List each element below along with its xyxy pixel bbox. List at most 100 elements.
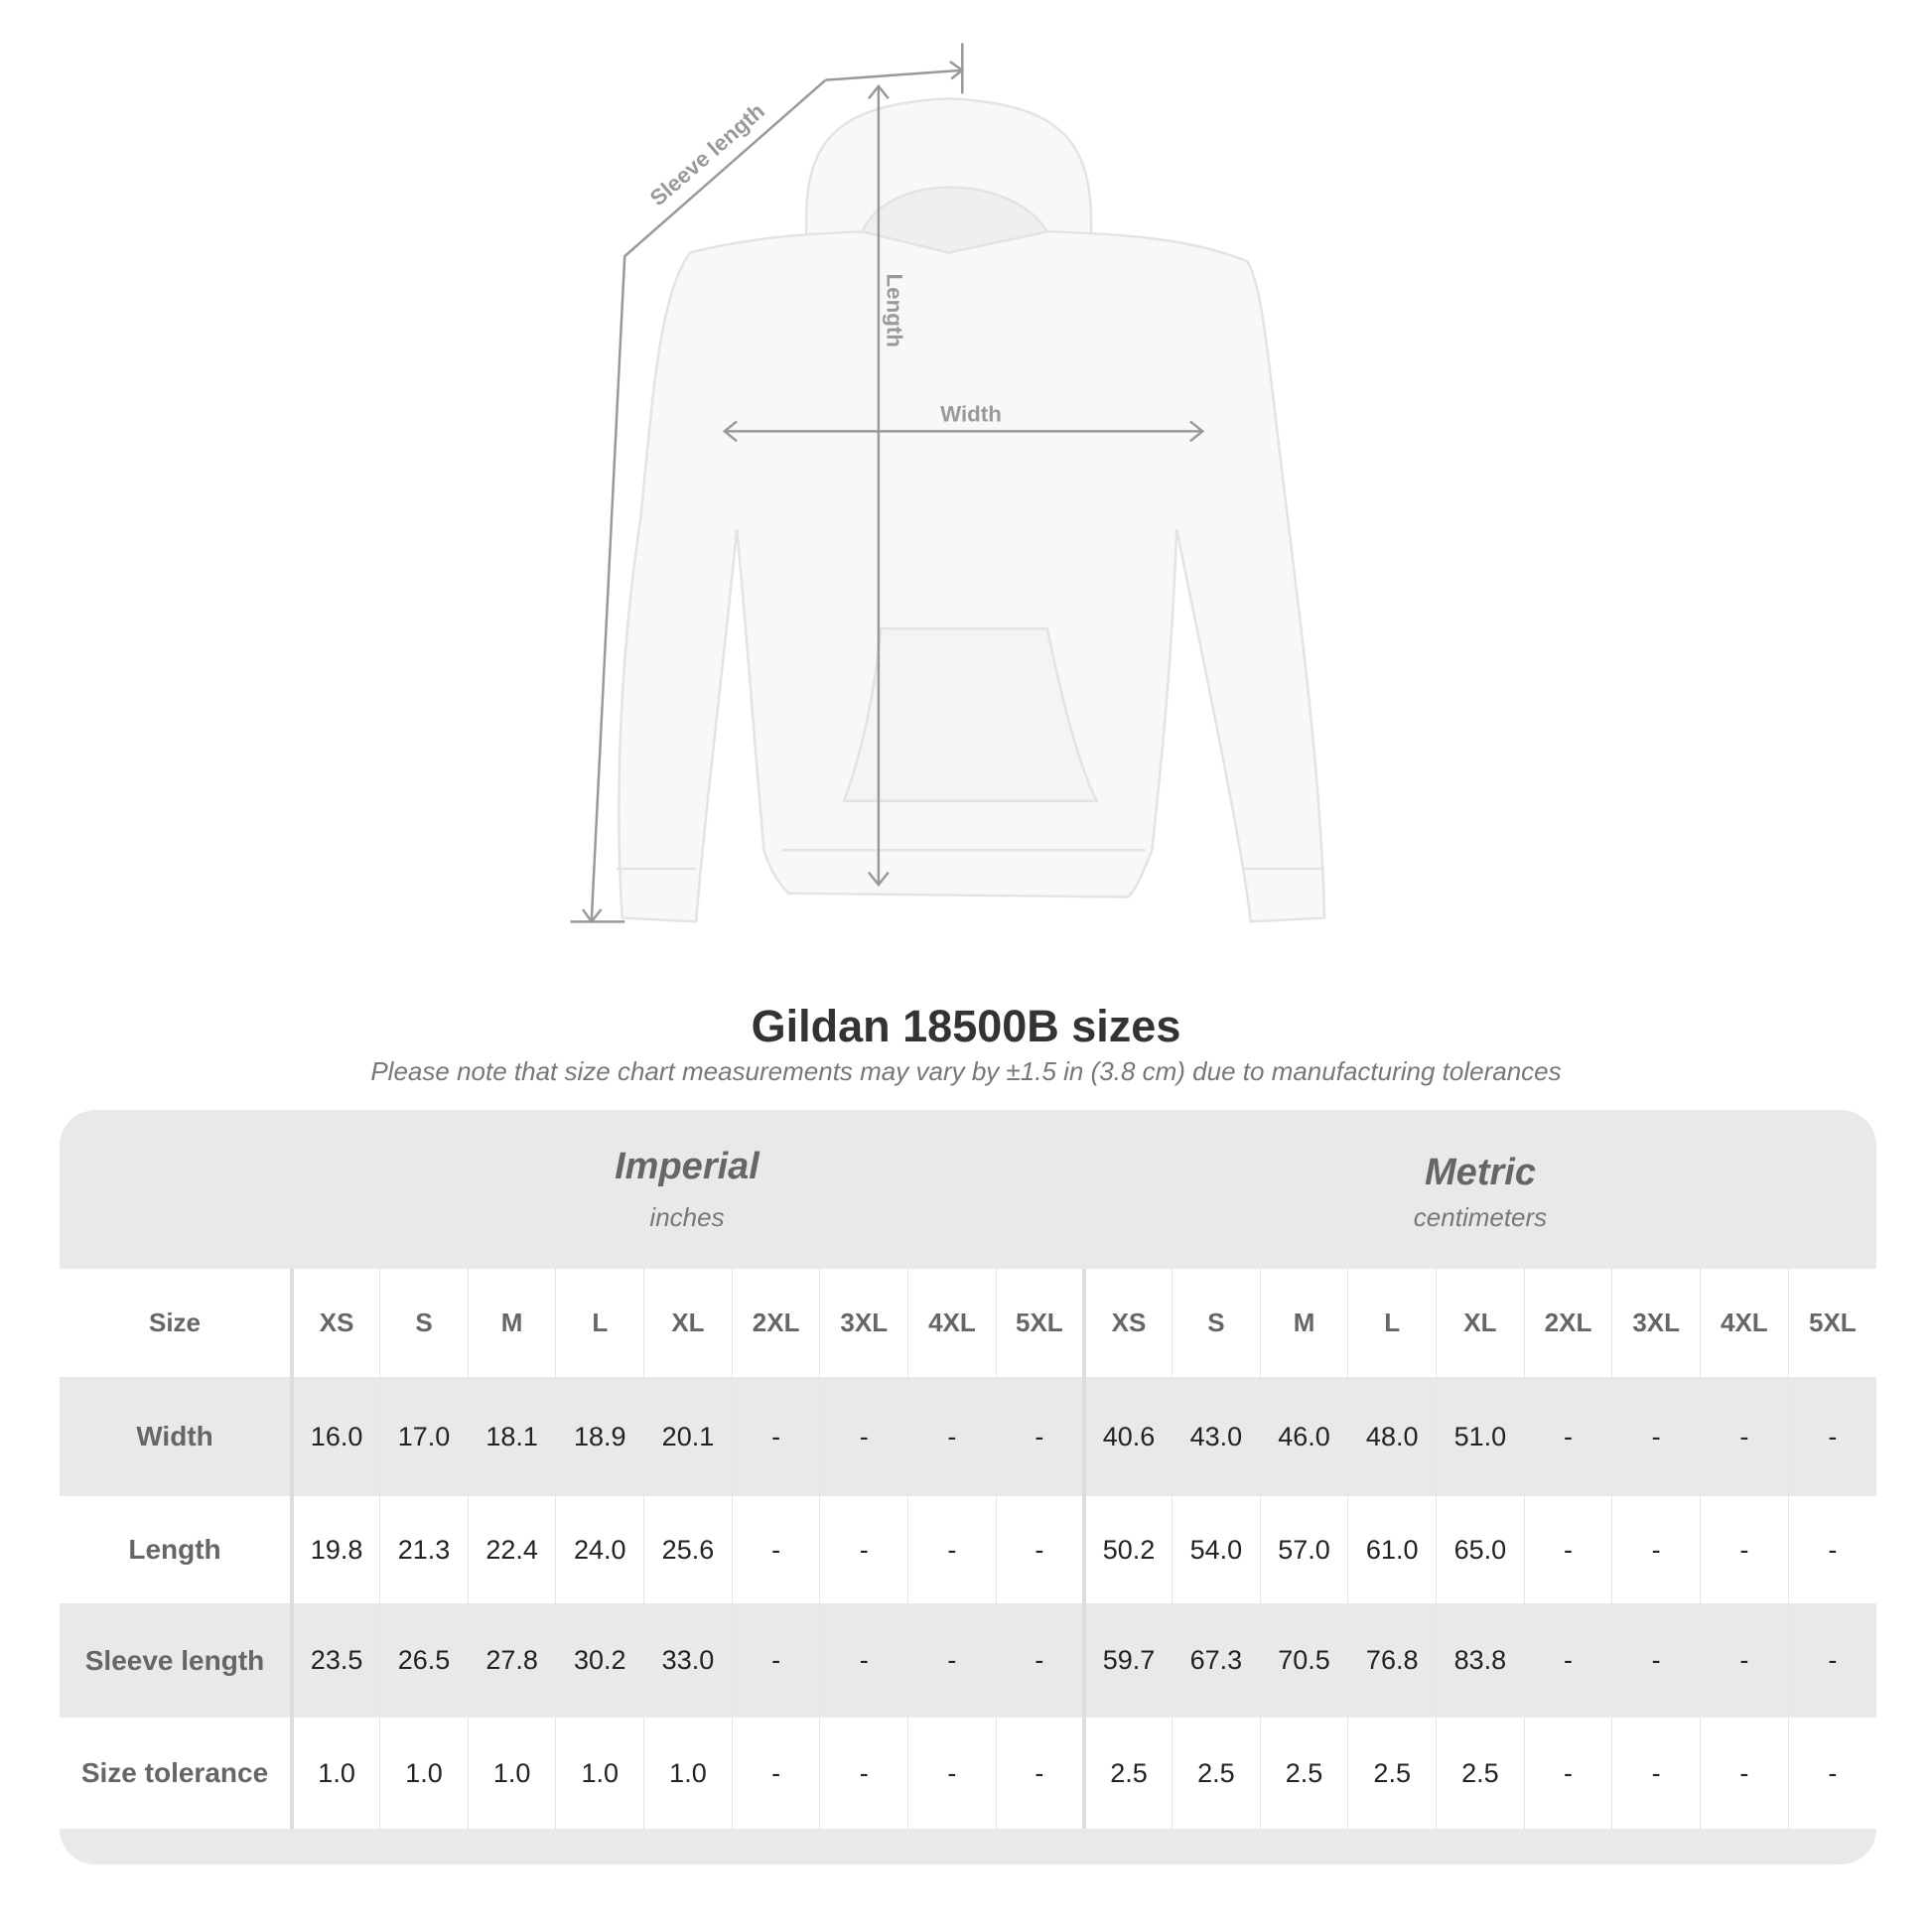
cell-metric: 48.0 xyxy=(1347,1377,1437,1496)
size-header-metric: 2XL xyxy=(1523,1269,1612,1377)
cell-metric: 61.0 xyxy=(1347,1496,1437,1603)
cell-imperial: - xyxy=(819,1377,908,1496)
size-table: Size XS S M L XL 2XL 3XL 4XL 5XL XS S M L XL 2XL 3XL 4XL 5… xyxy=(60,1269,1876,1829)
cell-imperial: - xyxy=(995,1496,1086,1603)
size-header-metric: M xyxy=(1259,1269,1348,1377)
cell-imperial: 26.5 xyxy=(379,1603,469,1718)
cell-metric: - xyxy=(1787,1718,1876,1829)
cell-metric: - xyxy=(1611,1718,1701,1829)
row-label: Sleeve length xyxy=(60,1603,294,1718)
width-label: Width xyxy=(940,401,1002,426)
cell-metric: 70.5 xyxy=(1259,1603,1348,1718)
size-header-imperial: XL xyxy=(643,1269,733,1377)
cell-imperial: 27.8 xyxy=(467,1603,556,1718)
cell-imperial: - xyxy=(995,1718,1086,1829)
cell-imperial: - xyxy=(731,1496,820,1603)
cell-metric: 57.0 xyxy=(1259,1496,1348,1603)
page-title: Gildan 18500B sizes xyxy=(751,1001,1181,1051)
cell-imperial: - xyxy=(995,1603,1086,1718)
size-header-imperial: 4XL xyxy=(907,1269,997,1377)
cell-imperial: 1.0 xyxy=(379,1718,469,1829)
cell-imperial: - xyxy=(907,1603,997,1718)
hoodie-illustration xyxy=(616,97,1326,923)
size-header-imperial: XS xyxy=(291,1269,380,1377)
cell-imperial: - xyxy=(731,1603,820,1718)
cell-imperial: - xyxy=(731,1718,820,1829)
cell-imperial: 1.0 xyxy=(643,1718,733,1829)
cell-imperial: 18.9 xyxy=(555,1377,644,1496)
cell-metric: - xyxy=(1700,1603,1789,1718)
cell-metric: - xyxy=(1787,1377,1876,1496)
length-label: Length xyxy=(883,274,907,347)
cell-imperial: 24.0 xyxy=(555,1496,644,1603)
imperial-header: Imperial inches xyxy=(290,1146,1084,1233)
size-header-imperial: L xyxy=(555,1269,644,1377)
size-header-metric: 5XL xyxy=(1787,1269,1876,1377)
measurement-lines xyxy=(570,43,1205,924)
cell-imperial: 21.3 xyxy=(379,1496,469,1603)
cell-imperial: - xyxy=(819,1603,908,1718)
cell-metric: 2.5 xyxy=(1436,1718,1525,1829)
cell-imperial: 25.6 xyxy=(643,1496,733,1603)
cell-metric: - xyxy=(1700,1496,1789,1603)
cell-metric: 59.7 xyxy=(1083,1603,1173,1718)
size-header-metric: XL xyxy=(1436,1269,1525,1377)
cell-metric: - xyxy=(1523,1718,1612,1829)
cell-metric: 43.0 xyxy=(1172,1377,1261,1496)
imperial-heading: Imperial xyxy=(615,1146,759,1187)
table-row: Length 19.8 21.3 22.4 24.0 25.6- - - -50.2 54.0 57… xyxy=(60,1496,1876,1603)
cell-metric: 46.0 xyxy=(1259,1377,1348,1496)
row-label: Width xyxy=(60,1377,294,1496)
cell-metric: 51.0 xyxy=(1436,1377,1525,1496)
cell-imperial: - xyxy=(731,1377,820,1496)
size-header-imperial: 2XL xyxy=(731,1269,820,1377)
size-header-imperial: M xyxy=(467,1269,556,1377)
size-label: Size xyxy=(60,1269,294,1377)
cell-metric: - xyxy=(1523,1603,1612,1718)
cell-imperial: - xyxy=(907,1496,997,1603)
tolerance-note: Please note that size chart measurements… xyxy=(370,1056,1562,1086)
size-table-panel: Imperial inches Metric centimeters Size X… xyxy=(60,1110,1876,1864)
metric-unit: centimeters xyxy=(1413,1202,1548,1232)
cell-metric: - xyxy=(1611,1603,1701,1718)
cell-imperial: 19.8 xyxy=(291,1496,380,1603)
cell-imperial: 20.1 xyxy=(643,1377,733,1496)
row-label: Length xyxy=(60,1496,294,1603)
cell-metric: 67.3 xyxy=(1172,1603,1261,1718)
cell-imperial: 1.0 xyxy=(291,1718,380,1829)
cell-imperial: 30.2 xyxy=(555,1603,644,1718)
cell-imperial: 1.0 xyxy=(467,1718,556,1829)
cell-imperial: - xyxy=(995,1377,1086,1496)
cell-metric: - xyxy=(1611,1496,1701,1603)
cell-metric: 2.5 xyxy=(1172,1718,1261,1829)
metric-heading: Metric xyxy=(1425,1152,1536,1193)
cell-imperial: 17.0 xyxy=(379,1377,469,1496)
cell-imperial: 33.0 xyxy=(643,1603,733,1718)
table-row: Width 16.0 17.0 18.1 18.9 20.1- - - -40.6 43.0 46.… xyxy=(60,1377,1876,1496)
cell-metric: 2.5 xyxy=(1347,1718,1437,1829)
metric-header: Metric centimeters xyxy=(1084,1152,1876,1233)
cell-imperial: - xyxy=(819,1718,908,1829)
cell-metric: - xyxy=(1700,1718,1789,1829)
cell-imperial: 18.1 xyxy=(467,1377,556,1496)
cell-imperial: - xyxy=(907,1718,997,1829)
cell-metric: - xyxy=(1787,1496,1876,1603)
size-header-imperial: 3XL xyxy=(819,1269,908,1377)
row-label: Size tolerance xyxy=(60,1718,294,1829)
cell-metric: 50.2 xyxy=(1083,1496,1173,1603)
cell-metric: 2.5 xyxy=(1083,1718,1173,1829)
cell-metric: 2.5 xyxy=(1259,1718,1348,1829)
cell-metric: - xyxy=(1523,1496,1612,1603)
cell-metric: 40.6 xyxy=(1083,1377,1173,1496)
cell-imperial: - xyxy=(819,1496,908,1603)
cell-imperial: - xyxy=(907,1377,997,1496)
imperial-unit: inches xyxy=(649,1202,725,1232)
cell-metric: 76.8 xyxy=(1347,1603,1437,1718)
cell-metric: - xyxy=(1700,1377,1789,1496)
size-header-imperial: S xyxy=(379,1269,469,1377)
size-header-metric: 3XL xyxy=(1611,1269,1701,1377)
cell-imperial: 1.0 xyxy=(555,1718,644,1829)
size-header-row: Size XS S M L XL 2XL 3XL 4XL 5XL XS S M L XL 2XL 3XL 4XL 5… xyxy=(60,1269,1876,1377)
cell-imperial: 16.0 xyxy=(291,1377,380,1496)
